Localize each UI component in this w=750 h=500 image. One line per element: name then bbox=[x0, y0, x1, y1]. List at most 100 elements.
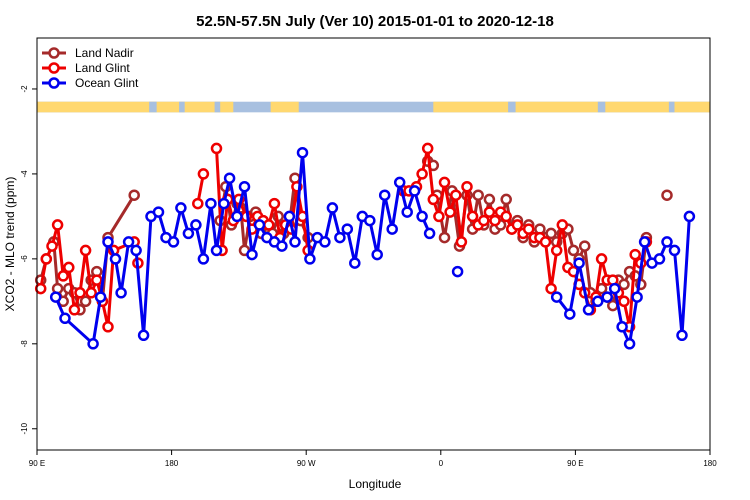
data-point-ocean-glint bbox=[631, 291, 643, 303]
data-point-ocean-glint bbox=[283, 210, 296, 223]
data-point-land-glint bbox=[68, 304, 81, 316]
data-point-land-nadir bbox=[483, 193, 496, 206]
data-point-ocean-glint bbox=[190, 219, 202, 231]
y-tick-label: -4 bbox=[20, 170, 29, 178]
data-point-ocean-glint bbox=[653, 253, 666, 265]
data-point-land-nadir bbox=[472, 189, 484, 201]
data-point-ocean-glint bbox=[182, 227, 195, 240]
data-point-ocean-glint bbox=[289, 236, 301, 248]
map-strip-land bbox=[433, 101, 710, 113]
data-point-land-nadir bbox=[79, 295, 92, 308]
x-tick-label: 90 E bbox=[567, 459, 583, 468]
data-point-ocean-glint bbox=[210, 244, 223, 257]
data-point-ocean-glint bbox=[592, 295, 604, 308]
data-point-land-nadir bbox=[567, 244, 580, 257]
data-point-ocean-glint bbox=[371, 248, 383, 261]
legend-marker-land-glint bbox=[48, 62, 60, 74]
legend-marker-ocean-glint bbox=[48, 77, 60, 89]
data-point-land-glint bbox=[618, 295, 630, 308]
data-point-ocean-glint bbox=[349, 257, 361, 269]
data-point-ocean-glint bbox=[608, 282, 621, 295]
data-point-ocean-glint bbox=[616, 321, 628, 333]
series-ocean-glint bbox=[49, 146, 436, 350]
data-point-land-glint bbox=[34, 282, 47, 295]
legend-marker-land-nadir bbox=[48, 47, 60, 59]
legend-label-land-glint: Land Glint bbox=[75, 61, 130, 75]
data-point-land-glint bbox=[522, 223, 535, 235]
data-point-ocean-glint bbox=[246, 248, 258, 261]
data-point-land-nadir bbox=[545, 227, 557, 240]
data-point-land-glint bbox=[51, 219, 64, 231]
data-point-ocean-glint bbox=[326, 202, 339, 214]
map-strip-inlet bbox=[179, 101, 185, 113]
data-point-land-glint bbox=[444, 206, 456, 218]
data-point-ocean-glint bbox=[408, 185, 421, 197]
legend-label-ocean-glint: Ocean Glint bbox=[75, 76, 139, 90]
data-point-ocean-glint bbox=[423, 227, 436, 240]
data-point-land-glint bbox=[268, 197, 281, 210]
y-axis-label: XCO2 - MLO trend (ppm) bbox=[3, 177, 17, 312]
y-axis: -2 -4 -6 -8 -10 bbox=[20, 85, 37, 435]
y-tick-label: -6 bbox=[20, 255, 29, 263]
data-point-ocean-glint bbox=[416, 210, 428, 223]
data-point-land-nadir bbox=[500, 193, 512, 206]
data-point-land-glint bbox=[539, 236, 552, 248]
data-point-land-glint bbox=[466, 210, 479, 223]
x-tick-label: 180 bbox=[703, 459, 717, 468]
data-point-land-glint bbox=[416, 168, 428, 180]
data-point-land-glint bbox=[74, 287, 86, 299]
map-strip-land bbox=[270, 101, 299, 113]
plot-frame bbox=[36, 37, 711, 451]
data-point-ocean-glint bbox=[582, 304, 595, 316]
data-point-land-glint bbox=[450, 189, 462, 201]
data-point-land-glint bbox=[461, 180, 473, 193]
data-point-ocean-glint bbox=[550, 291, 563, 303]
data-point-ocean-glint bbox=[319, 236, 331, 248]
data-point-ocean-glint bbox=[638, 236, 651, 248]
legend: Land Nadir Land Glint Ocean Glint bbox=[42, 46, 139, 90]
data-point-land-nadir bbox=[618, 278, 630, 291]
legend-entry-land-glint: Land Glint bbox=[42, 61, 130, 75]
data-point-ocean-glint bbox=[661, 236, 673, 248]
data-point-land-glint bbox=[433, 210, 445, 223]
x-tick-label: 0 bbox=[439, 459, 444, 468]
data-point-ocean-glint bbox=[253, 219, 266, 231]
x-tick-label: 90 E bbox=[29, 459, 45, 468]
data-point-ocean-glint bbox=[175, 202, 187, 214]
data-point-land-glint bbox=[91, 274, 103, 286]
data-point-ocean-glint bbox=[137, 329, 150, 342]
map-strip-ocean bbox=[37, 101, 710, 113]
data-point-land-glint bbox=[595, 253, 608, 265]
data-point-ocean-glint bbox=[130, 244, 142, 257]
legend-entry-ocean-glint: Ocean Glint bbox=[42, 76, 139, 90]
data-point-ocean-glint bbox=[197, 253, 210, 265]
map-strip-inlet bbox=[214, 101, 221, 113]
data-point-land-glint bbox=[102, 321, 114, 333]
data-point-ocean-glint bbox=[676, 329, 688, 342]
data-point-ocean-glint bbox=[223, 172, 236, 184]
data-point-ocean-glint bbox=[401, 206, 413, 218]
legend-label-land-nadir: Land Nadir bbox=[75, 46, 134, 60]
data-point-ocean-glint bbox=[334, 231, 346, 244]
data-point-ocean-glint bbox=[296, 146, 309, 159]
map-strip-inlet bbox=[149, 101, 157, 113]
data-point-ocean-glint bbox=[152, 206, 165, 218]
data-point-ocean-glint bbox=[668, 244, 681, 257]
data-point-ocean-glint bbox=[59, 312, 71, 325]
series-line-land-glint bbox=[39, 223, 135, 329]
data-point-ocean-glint bbox=[683, 210, 696, 223]
data-point-land-glint bbox=[455, 236, 468, 248]
data-point-ocean-glint bbox=[304, 253, 316, 265]
data-point-land-glint bbox=[57, 270, 69, 282]
x-axis: 90 E 180 90 W 0 90 E 180 bbox=[29, 450, 717, 468]
data-point-land-nadir bbox=[438, 231, 451, 244]
data-point-ocean-glint bbox=[393, 176, 406, 189]
data-point-land-glint bbox=[500, 210, 512, 223]
map-strip-land bbox=[37, 101, 234, 113]
data-point-ocean-glint bbox=[115, 287, 127, 299]
map-strip-inlet bbox=[508, 101, 516, 113]
data-point-ocean-glint bbox=[386, 223, 398, 235]
data-point-ocean-glint bbox=[102, 236, 114, 248]
data-point-land-glint bbox=[556, 219, 569, 231]
data-point-ocean-glint bbox=[451, 265, 464, 278]
